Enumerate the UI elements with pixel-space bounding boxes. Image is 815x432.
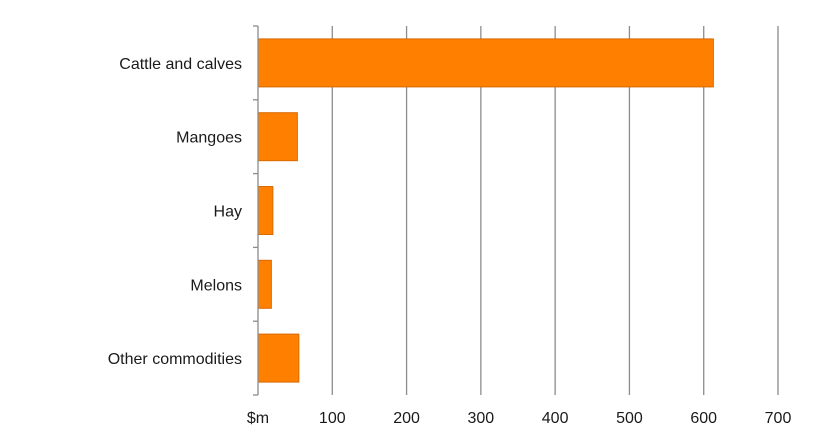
bar-cattle-and-calves	[257, 38, 714, 88]
x-tick-label: 300	[468, 410, 495, 427]
x-tick-label: 200	[393, 410, 420, 427]
x-tick-label: 400	[542, 410, 569, 427]
bars	[257, 38, 714, 383]
x-tick-label: 600	[690, 410, 717, 427]
grid-lines	[331, 26, 779, 395]
bar-hay	[257, 186, 274, 235]
x-tick-labels: $m 100 200 300 400 500 600 700	[247, 410, 792, 427]
x-tick-label: 500	[616, 410, 643, 427]
bar-mangoes	[257, 112, 298, 162]
category-label: Hay	[214, 204, 242, 221]
x-tick-label: 700	[765, 410, 792, 427]
category-label: Melons	[190, 277, 242, 294]
x-tick-label: 100	[319, 410, 346, 427]
category-label: Mangoes	[176, 130, 242, 147]
y-axis	[253, 25, 259, 396]
category-label: Other commodities	[108, 351, 242, 368]
category-labels: Cattle and calves Mangoes Hay Melons Other c…	[108, 56, 242, 368]
x-tick-label: $m	[247, 410, 269, 427]
category-label: Cattle and calves	[119, 56, 242, 73]
bar-other-commodities	[257, 333, 300, 383]
bar-melons	[257, 259, 272, 309]
